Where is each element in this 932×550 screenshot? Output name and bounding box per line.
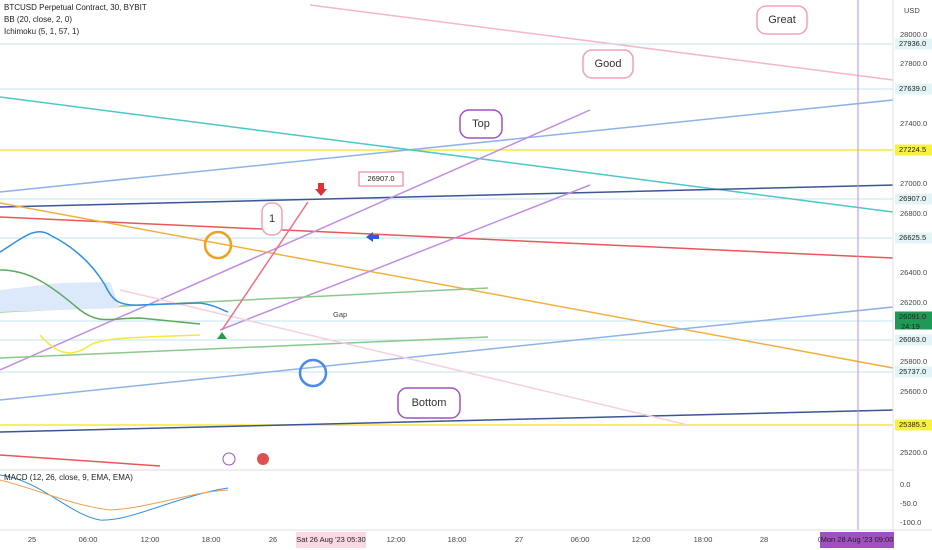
price-tick: 25600.0	[900, 387, 927, 396]
macd-tick: 0.0	[900, 480, 910, 489]
time-tick: 25	[28, 535, 36, 544]
price-tag-label: 26907.0	[899, 194, 926, 203]
trend-line	[0, 109, 591, 371]
callout	[261, 202, 283, 236]
arrow-icon	[315, 183, 327, 196]
arrow-icon	[217, 332, 227, 339]
time-tick: 06:00	[571, 535, 590, 544]
countdown: 24:19	[901, 322, 920, 331]
price-tick: 25200.0	[900, 448, 927, 457]
gap-label: Gap	[333, 310, 347, 319]
price-tag-label: 25385.5	[899, 420, 926, 429]
callout	[582, 49, 634, 79]
trend-line	[0, 99, 894, 193]
time-tick: 26	[269, 535, 277, 544]
signal-curve	[0, 479, 229, 511]
indicator: Ichimoku (5, 1, 57, 1)	[4, 27, 79, 36]
trend-line	[119, 289, 689, 426]
trend-line	[0, 184, 894, 208]
time-tick: 28	[760, 535, 768, 544]
price-tag-label: 26063.0	[899, 335, 926, 344]
price-tick: 27800.0	[900, 59, 927, 68]
trend-line	[0, 306, 894, 401]
price-tick: 26800.0	[900, 209, 927, 218]
price-note	[358, 171, 404, 187]
smile-icon	[203, 230, 233, 260]
price-tick: 27000.0	[900, 179, 927, 188]
time-tick: 12:00	[632, 535, 651, 544]
trend-line	[0, 409, 894, 433]
callout-text: Top	[472, 118, 490, 130]
event-icon	[257, 453, 269, 465]
time-tick: 27	[515, 535, 523, 544]
callout-text: 1	[269, 213, 275, 225]
time-tick: 06:00	[79, 535, 98, 544]
price-tag	[895, 193, 932, 205]
symbol: BTCUSD Perpetual Contract, 30, BYBIT	[4, 3, 147, 12]
time-tick: 18:00	[202, 535, 221, 544]
price-tag	[895, 366, 932, 378]
event-icon	[222, 452, 236, 466]
price-tick: 25800.0	[900, 357, 927, 366]
macd-tick: -50.0	[900, 499, 917, 508]
bb-upper	[0, 231, 229, 313]
price-tag-label: 26091.0	[899, 312, 926, 321]
time-cursor	[820, 532, 894, 548]
callout	[459, 109, 503, 139]
macd-tick: -100.0	[900, 518, 921, 527]
currency: USD	[904, 6, 920, 15]
price-note-text: 26907.0	[367, 174, 394, 183]
price-tag-label: 27224.5	[899, 145, 926, 154]
macd-title: MACD (12, 26, close, 9, EMA, EMA)	[4, 473, 133, 482]
bb-basis	[0, 269, 201, 325]
time-tick: 18:00	[448, 535, 467, 544]
labels: BTCUSD Perpetual Contract, 30, BYBIT BB …	[4, 3, 920, 482]
price-tick: 26200.0	[900, 298, 927, 307]
trend-line	[219, 184, 591, 331]
trend-line	[0, 336, 489, 359]
cloud	[0, 282, 120, 312]
price-tag-label: 27936.0	[899, 39, 926, 48]
price-tag-label: 26625.5	[899, 233, 926, 242]
macd-line	[0, 454, 161, 467]
drawings	[0, 0, 894, 530]
price-tick: 28000.0	[900, 30, 927, 39]
trend-line	[0, 216, 894, 259]
price-tag-label: 27639.0	[899, 84, 926, 93]
face-icon	[298, 358, 328, 388]
callout-text: Good	[595, 58, 622, 70]
time-cursor	[296, 532, 366, 548]
price-tick: 26400.0	[900, 268, 927, 277]
price-tag-label: 25737.0	[899, 367, 926, 376]
trend-line	[0, 96, 894, 213]
arrow	[221, 201, 309, 331]
time-tick: 18:00	[694, 535, 713, 544]
bb-lower	[39, 334, 201, 354]
time-tick: 12:00	[141, 535, 160, 544]
price-tag	[895, 419, 932, 431]
macd-curve	[0, 474, 229, 521]
price-tag	[895, 311, 932, 330]
callout	[756, 5, 808, 35]
callout	[397, 387, 461, 419]
callout-text: Bottom	[412, 397, 447, 409]
time-cursor-label: Mon 28 Aug '23 09:00	[821, 535, 894, 544]
indicator: BB (20, close, 2, 0)	[4, 15, 72, 24]
price-tag	[895, 38, 932, 50]
arrow-icon	[366, 232, 379, 242]
price-tick: 27400.0	[900, 119, 927, 128]
callout-text: Great	[768, 14, 796, 26]
price-tag	[895, 334, 932, 346]
time-tick: 12:00	[387, 535, 406, 544]
price-tag	[895, 144, 932, 156]
price-tag	[895, 83, 932, 95]
trend-line	[309, 4, 894, 81]
time-cursor-label: Sat 26 Aug '23 05:30	[296, 535, 365, 544]
price-tag	[895, 232, 932, 244]
trend-line	[0, 202, 894, 369]
